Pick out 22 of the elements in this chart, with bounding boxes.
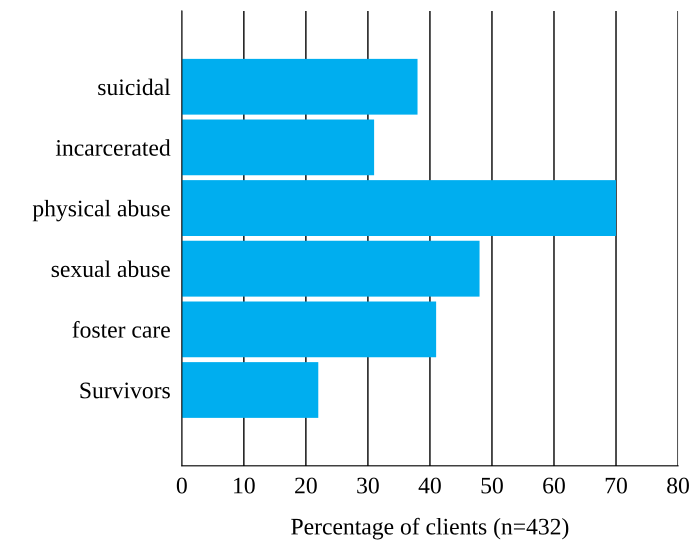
x-tick-label: 30 [357, 478, 379, 494]
bar [182, 120, 374, 176]
x-tick-label: 10 [234, 478, 255, 494]
y-tick-label: physical abuse [32, 200, 170, 222]
x-tick-label: 0 [176, 478, 187, 494]
x-tick-label: 80 [667, 478, 689, 494]
x-tick-label: 50 [482, 478, 503, 494]
x-tick-label: 20 [295, 478, 317, 494]
y-tick-label: incarcerated [56, 139, 170, 156]
x-tick-label: 40 [418, 478, 441, 494]
bar [182, 362, 318, 418]
y-tick-label: foster care [72, 320, 170, 338]
bar [182, 240, 480, 297]
bar [182, 180, 616, 236]
bar [182, 58, 418, 115]
x-tick-label: 60 [543, 478, 565, 494]
bar [182, 301, 436, 358]
x-tick-label: 70 [606, 478, 627, 494]
y-tick-label: suicidal [98, 78, 170, 96]
x-axis-title: Percentage of clients (n=432) [291, 518, 568, 540]
y-tick-label: Survivors [80, 382, 170, 398]
y-tick-label: sexual abuse [52, 260, 170, 278]
